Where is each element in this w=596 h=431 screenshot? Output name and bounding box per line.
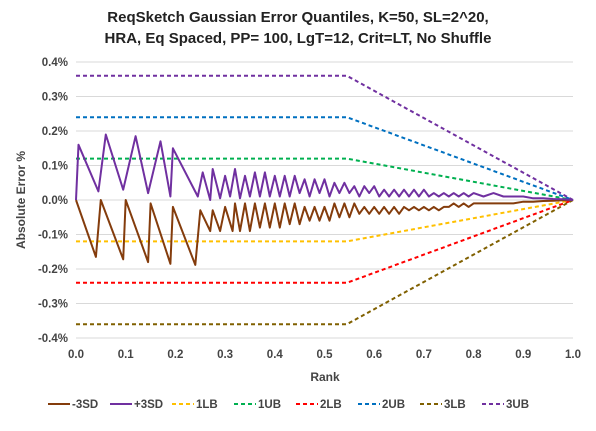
- legend-label: 1LB: [196, 399, 218, 411]
- series-line-3LB: [76, 199, 574, 326]
- y-tick-label: 0.2%: [42, 126, 68, 138]
- legend-label: 2LB: [320, 399, 342, 411]
- x-tick-label: 0.7: [416, 349, 432, 361]
- y-tick-label: 0.3%: [42, 92, 68, 104]
- legend-label: 2UB: [382, 399, 405, 411]
- x-axis-ticks: 0.0 0.1 0.2 0.3 0.4 0.5 0.6 0.7 0.8 0.9 1.0: [68, 349, 581, 361]
- legend-label: 3UB: [506, 399, 529, 411]
- y-tick-label: -0.4%: [38, 333, 68, 345]
- y-tick-label: 0.4%: [42, 57, 68, 69]
- y-axis-ticks: 0.4% 0.3% 0.2% 0.1% 0.0% -0.1% -0.2% -0.3% -0.4%: [38, 57, 68, 345]
- x-tick-label: 0.0: [68, 349, 84, 361]
- legend-label: -3SD: [72, 399, 98, 411]
- chart-title-line-2: HRA, Eq Spaced, PP= 100, LgT=12, Crit=LT…: [105, 30, 492, 47]
- y-axis-title: Absolute Error %: [14, 151, 28, 249]
- chart-title-line-1: ReqSketch Gaussian Error Quantiles, K=50…: [107, 9, 488, 26]
- plot-series: [75, 74, 574, 326]
- legend-label: 1UB: [258, 399, 281, 411]
- y-tick-label: -0.1%: [38, 230, 68, 242]
- x-tick-label: 1.0: [565, 349, 581, 361]
- x-tick-label: 0.2: [167, 349, 183, 361]
- x-tick-label: 0.6: [366, 349, 382, 361]
- x-tick-label: 0.3: [217, 349, 233, 361]
- x-tick-label: 0.1: [118, 349, 135, 361]
- x-tick-label: 0.5: [317, 349, 334, 361]
- y-tick-label: 0.1%: [42, 161, 68, 173]
- legend: -3SD +3SD 1LB 1UB 2LB 2UB 3LB 3UB: [48, 399, 529, 411]
- x-axis-title: Rank: [310, 370, 340, 384]
- x-tick-label: 0.4: [267, 349, 284, 361]
- series-line-3SD: [75, 133, 574, 201]
- series-line-3SD: [75, 199, 574, 266]
- y-tick-label: -0.3%: [38, 299, 68, 311]
- series-line-3UB: [76, 74, 574, 201]
- legend-label: +3SD: [134, 399, 163, 411]
- x-tick-label: 0.9: [515, 349, 531, 361]
- x-tick-label: 0.8: [466, 349, 483, 361]
- y-tick-label: -0.2%: [38, 264, 68, 276]
- y-tick-label: 0.0%: [42, 195, 68, 207]
- gridlines: [76, 61, 573, 339]
- legend-label: 3LB: [444, 399, 466, 411]
